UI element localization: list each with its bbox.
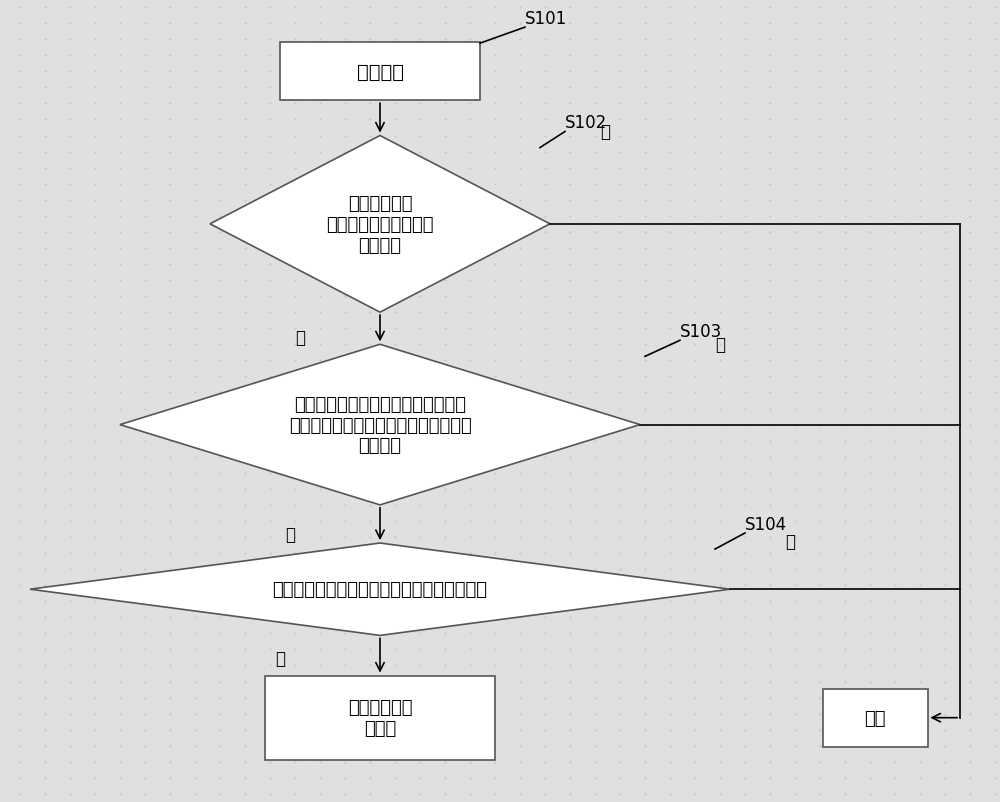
Text: 是: 是 bbox=[275, 650, 285, 667]
Bar bbox=[280, 43, 480, 101]
Text: S101: S101 bbox=[525, 10, 567, 28]
Text: 执行除霜或除
雪过程: 执行除霜或除 雪过程 bbox=[348, 699, 412, 737]
Text: 结束: 结束 bbox=[864, 709, 886, 727]
Text: 否: 否 bbox=[715, 336, 725, 354]
Polygon shape bbox=[120, 345, 640, 505]
Text: 室外机控制器检测所述低压压力开关是否断开: 室外机控制器检测所述低压压力开关是否断开 bbox=[272, 581, 488, 598]
Text: 是: 是 bbox=[285, 525, 295, 543]
Text: 室外机控制器实时获取室外温度值，
并判断所述室外温度值是否小于预设的
温度阈值: 室外机控制器实时获取室外温度值， 并判断所述室外温度值是否小于预设的 温度阈值 bbox=[289, 395, 471, 455]
Polygon shape bbox=[30, 544, 730, 635]
Text: 空调开机: 空调开机 bbox=[356, 63, 404, 82]
Text: S104: S104 bbox=[745, 516, 787, 533]
Bar bbox=[265, 675, 495, 760]
Text: 室外机控制器
检测当前空调是否处于
制热模式: 室外机控制器 检测当前空调是否处于 制热模式 bbox=[326, 195, 434, 254]
Text: 是: 是 bbox=[295, 329, 305, 346]
Polygon shape bbox=[210, 136, 550, 313]
Text: 否: 否 bbox=[600, 124, 610, 141]
Text: S102: S102 bbox=[565, 115, 607, 132]
Bar bbox=[822, 689, 928, 747]
Text: S103: S103 bbox=[680, 323, 722, 341]
Text: 否: 否 bbox=[785, 533, 795, 550]
